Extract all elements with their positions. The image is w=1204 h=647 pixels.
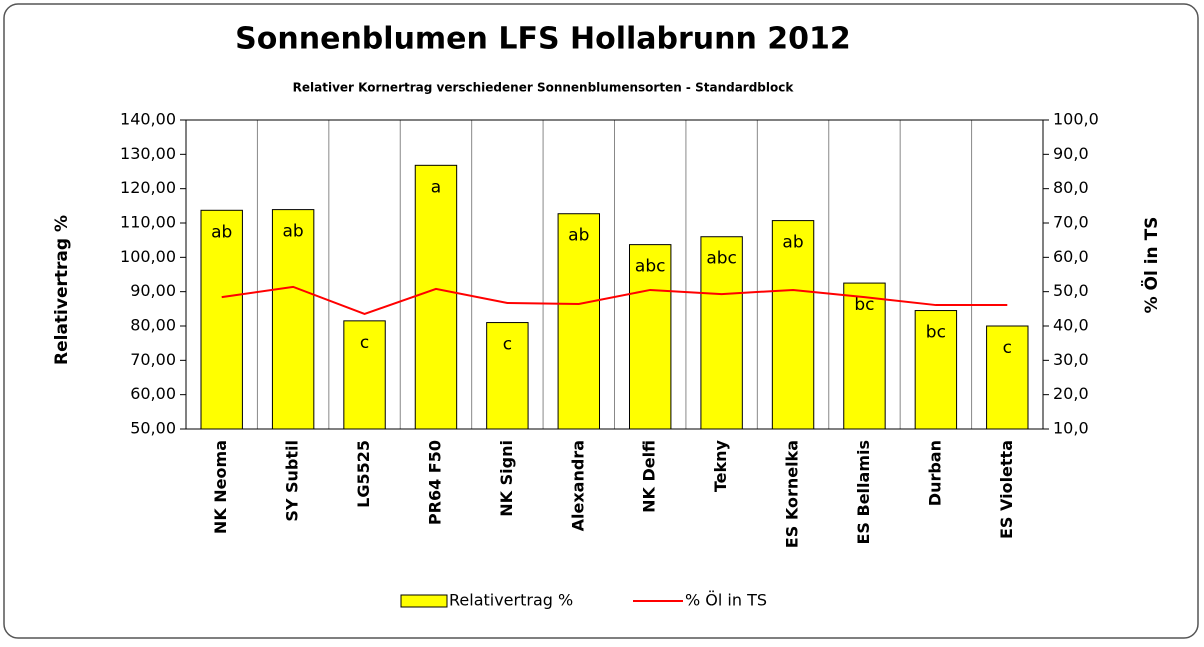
y2-tick-label: 60,0	[1053, 247, 1089, 266]
bar	[914, 310, 958, 430]
bar-annotation: abc	[635, 257, 666, 277]
x-tick-label: NK Neoma	[211, 440, 230, 534]
x-tick-label: PR64 F50	[425, 440, 444, 525]
legend-label: % Öl in TS	[685, 591, 767, 610]
bar-annotation: ab	[283, 222, 304, 242]
x-tick-label: SY Subtil	[283, 440, 302, 522]
y2-tick-label: 20,0	[1053, 384, 1089, 403]
x-tick-label: Alexandra	[568, 440, 587, 531]
y-tick-label: 90,00	[130, 281, 176, 300]
bar	[771, 220, 815, 430]
y2-tick-label: 40,0	[1053, 316, 1089, 335]
y2-tick-label: 30,0	[1053, 350, 1089, 369]
x-tick-label: NK Signi	[497, 440, 516, 517]
x-tick-label: ES Violetta	[997, 440, 1016, 539]
bar-annotation: a	[431, 177, 441, 197]
line	[221, 285, 1008, 316]
y2-tick-label: 10,0	[1053, 419, 1089, 438]
bar	[986, 325, 1029, 430]
bar-annotation: bc	[926, 323, 946, 343]
y-axis-label: Relativertrag %	[52, 215, 72, 365]
bar-annotation: ab	[782, 233, 803, 253]
x-tick-label: Durban	[925, 440, 944, 506]
bar-annotation: c	[360, 333, 369, 353]
y2-axis-label: % Öl in TS	[1140, 217, 1162, 314]
bar-annotation: ab	[211, 222, 232, 242]
y-tick-label: 110,00	[120, 213, 176, 232]
y-tick-label: 50,00	[130, 419, 176, 438]
y-tick-label: 80,00	[130, 316, 176, 335]
y-tick-label: 60,00	[130, 384, 176, 403]
plot-border	[185, 119, 1044, 430]
bar	[414, 164, 458, 430]
bar-annotation: ab	[568, 226, 589, 246]
x-tick-label: ES Bellamis	[854, 440, 873, 545]
legend-swatch	[400, 594, 448, 608]
bar-annotation: bc	[854, 295, 874, 315]
bar-annotation: c	[1003, 338, 1012, 358]
y2-tick-label: 100,0	[1053, 110, 1099, 129]
chart-subtitle: Relativer Kornertrag verschiedener Sonne…	[293, 81, 795, 95]
x-tick-label: NK Delfi	[640, 440, 659, 513]
bar-annotation: abc	[706, 249, 737, 269]
bar	[700, 236, 743, 430]
y2-tick-label: 80,0	[1053, 178, 1089, 197]
y2-tick-label: 70,0	[1053, 213, 1089, 232]
bar	[628, 244, 672, 430]
x-tick-label: LG5525	[354, 440, 373, 508]
bar	[557, 213, 601, 430]
bar	[343, 320, 386, 430]
x-tick-label: ES Kornelka	[783, 440, 802, 548]
legend-label: Relativertrag %	[449, 591, 573, 610]
chart-title: Sonnenblumen LFS Hollabrunn 2012	[235, 22, 851, 57]
bar	[271, 209, 315, 430]
bar	[200, 209, 243, 430]
bar	[486, 322, 529, 430]
y2-tick-label: 50,0	[1053, 281, 1089, 300]
bar	[843, 282, 886, 430]
x-tick-label: Tekny	[711, 439, 730, 492]
bar-annotation: c	[503, 335, 512, 355]
y-tick-label: 140,00	[120, 110, 176, 129]
y-tick-label: 70,00	[130, 350, 176, 369]
y-tick-label: 130,00	[120, 144, 176, 163]
y-tick-label: 100,00	[120, 247, 176, 266]
y2-tick-label: 90,0	[1053, 144, 1089, 163]
y-tick-label: 120,00	[120, 178, 176, 197]
